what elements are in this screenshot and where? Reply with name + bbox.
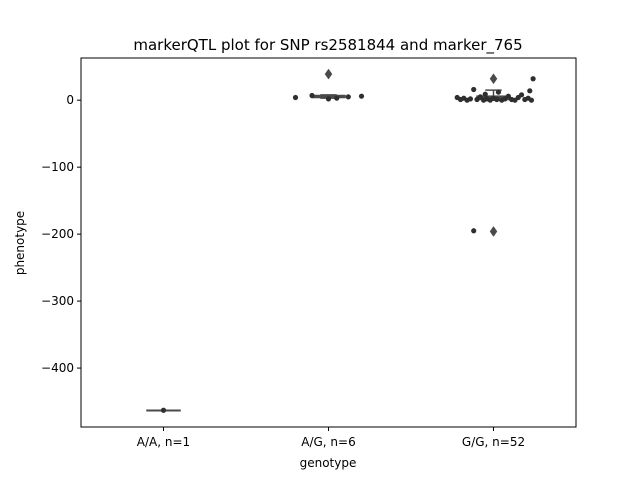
data-point xyxy=(325,96,332,102)
x-tick-label: A/A, n=1 xyxy=(137,435,190,449)
data-point xyxy=(471,86,477,93)
data-point xyxy=(160,407,167,413)
data-point xyxy=(309,92,315,99)
y-axis-label: phenotype xyxy=(13,211,27,275)
box-outlier-marker xyxy=(489,226,498,237)
data-point xyxy=(528,97,535,103)
x-tick-label: A/G, n=6 xyxy=(301,435,355,449)
y-axis: 0 −100 −200 −300 −400 xyxy=(41,93,81,375)
data-point xyxy=(527,88,533,94)
data-point xyxy=(518,92,525,98)
x-axis-label: genotype xyxy=(300,456,357,470)
data-point xyxy=(471,228,477,234)
data-point xyxy=(530,76,536,82)
box-outlier-marker xyxy=(324,68,333,80)
x-axis: A/A, n=1 A/G, n=6 G/G, n=52 xyxy=(137,427,525,449)
x-tick-label: G/G, n=52 xyxy=(462,435,525,449)
data-point xyxy=(292,94,299,101)
y-tick-label: −200 xyxy=(41,227,74,241)
data-point xyxy=(467,96,473,102)
y-tick-label: 0 xyxy=(66,93,74,107)
data-point xyxy=(482,91,488,97)
y-tick-label: −400 xyxy=(41,361,74,375)
box-outlier-marker xyxy=(489,73,498,85)
data-point xyxy=(358,93,365,99)
y-tick-label: −100 xyxy=(41,160,74,174)
chart-title: markerQTL plot for SNP rs2581844 and mar… xyxy=(133,36,522,55)
y-tick-label: −300 xyxy=(41,294,74,308)
data-point xyxy=(505,93,511,99)
data-point xyxy=(477,94,483,100)
plot-area xyxy=(146,68,536,413)
data-point xyxy=(334,95,340,101)
data-point xyxy=(494,96,500,103)
axes-frame xyxy=(80,57,577,428)
data-point xyxy=(345,94,351,100)
data-point xyxy=(495,89,502,95)
